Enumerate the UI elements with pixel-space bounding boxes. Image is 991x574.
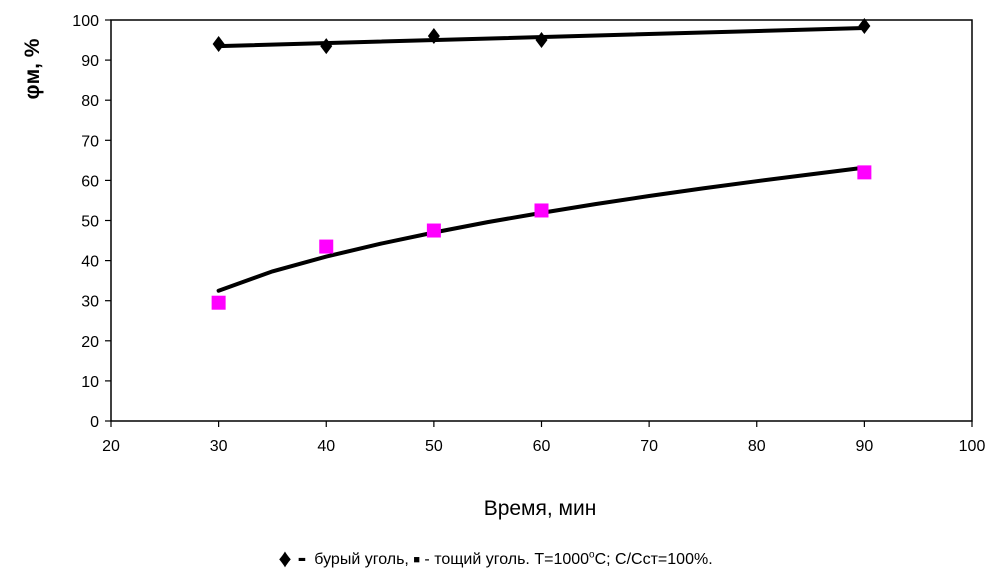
y-axis-title: φм, %: [21, 38, 44, 99]
y-tick-label: 0: [90, 414, 99, 431]
chart: 0 10 20 30 40 50 60 70 80 90 100 20 30 40 50 60 70 80 90 10…: [21, 13, 985, 520]
y-tick-label: 40: [81, 254, 99, 271]
y-tick-label: 60: [81, 173, 99, 190]
caption-text-conditions: С; С/Сст=100%.: [594, 551, 713, 568]
x-tick-label: 40: [317, 438, 335, 455]
x-tick-label: 50: [425, 438, 443, 455]
trendline-series-2: [216, 165, 867, 293]
y-tick-label: 20: [81, 334, 99, 351]
data-point-diamond: [212, 36, 225, 53]
x-axis-title: Время, мин: [484, 497, 597, 520]
y-tick-label: 30: [81, 294, 99, 311]
x-tick-label: 30: [210, 438, 228, 455]
data-point-square: [211, 295, 226, 310]
y-tick-label: 10: [81, 374, 99, 391]
x-tick-label: 100: [959, 438, 986, 455]
data-point-square: [534, 203, 549, 218]
diamond-marker-icon: ♦: [278, 543, 292, 573]
data-point-square: [319, 239, 334, 254]
axes: [105, 19, 973, 427]
data-point-diamond: [427, 28, 440, 45]
y-tick-label: 100: [72, 13, 99, 30]
x-tick-label: 70: [640, 438, 658, 455]
x-tick-label: 80: [748, 438, 766, 455]
caption-text-lean-coal: - тощий уголь. Т=1000: [424, 551, 590, 568]
caption-text-brown-coal: бурый уголь,: [314, 551, 409, 568]
y-tick-label: 80: [81, 93, 99, 110]
data-point-square: [857, 165, 872, 180]
tick-labels: 0 10 20 30 40 50 60 70 80 90 100 20 30 40 50 60 70 80 90 10…: [72, 13, 985, 455]
data-point-diamond: [858, 18, 871, 35]
data-point-diamond: [320, 38, 333, 55]
square-marker-icon: ■: [413, 554, 420, 566]
trendlines: [216, 26, 867, 293]
trendline-dash-icon: -: [297, 542, 307, 572]
data-points: [211, 18, 872, 310]
x-tick-label: 90: [855, 438, 873, 455]
degree-superscript: o: [589, 549, 595, 561]
y-tick-label: 50: [81, 214, 99, 231]
y-tick-label: 90: [81, 53, 99, 70]
data-point-diamond: [535, 32, 548, 49]
plot-area-frame: [110, 19, 973, 422]
x-tick-label: 60: [533, 438, 551, 455]
data-point-square: [426, 223, 441, 238]
x-tick-label: 20: [102, 438, 120, 455]
y-tick-label: 70: [81, 133, 99, 150]
chart-caption: ♦ - бурый уголь, ■ - тощий уголь. Т=1000oС…: [0, 542, 991, 574]
